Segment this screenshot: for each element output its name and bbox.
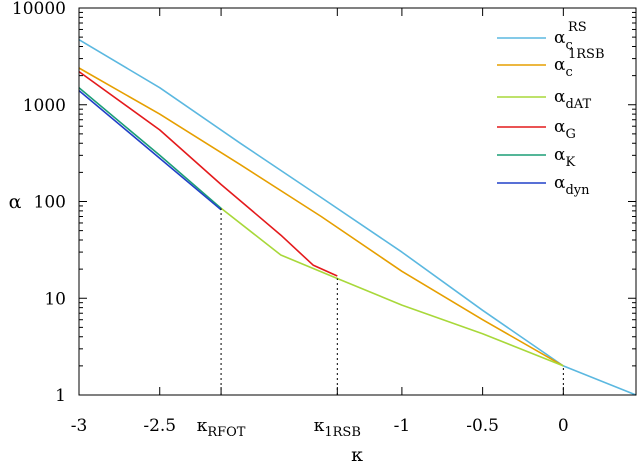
x-tick-label: κ1RSB <box>314 416 361 440</box>
plot-frame <box>78 7 637 396</box>
y-tick-label: 10 <box>44 289 66 309</box>
y-tick-label: 10000 <box>12 0 66 19</box>
series-line-c-1rsb <box>78 67 564 367</box>
x-tick-label: -3 <box>71 416 88 436</box>
x-tick-labels: -3 -2.5 κRFOT κ1RSB -1 -0.5 0 <box>71 416 569 440</box>
legend-entry-dyn: αdyn <box>554 173 590 198</box>
legend-entry-c-1rsb: αc <box>554 55 573 80</box>
series-line-dat <box>220 207 564 367</box>
series-line-dyn <box>78 89 222 211</box>
y-tick-label: 1 <box>55 386 66 406</box>
y-axis-title: α <box>9 191 22 213</box>
legend-entry-g: αG <box>554 117 576 142</box>
x-axis-title: κ <box>351 444 363 465</box>
x-tick-label: κRFOT <box>197 416 246 440</box>
legend-entry-dat: αdAT <box>554 87 591 112</box>
x-tick-label: -0.5 <box>466 416 499 436</box>
legend-superscript-1rsb: 1RSB <box>568 47 605 62</box>
legend-entry-c-rs: αc <box>554 28 573 53</box>
legend-entry-k: αK <box>554 145 575 170</box>
y-tick-labels: 1 10 100 1000 10000 <box>12 0 66 406</box>
y-tick-label: 100 <box>34 193 66 213</box>
x-tick-label: 0 <box>558 416 569 436</box>
vertical-markers <box>220 208 564 395</box>
axis-ticks <box>78 7 636 396</box>
plot-lines <box>78 39 637 396</box>
x-tick-label: -2.5 <box>143 416 176 436</box>
series-line-c-rs <box>78 39 637 396</box>
series-line-k <box>78 87 222 209</box>
legend-superscript-rs: RS <box>568 20 587 35</box>
series-line-g <box>78 70 338 277</box>
y-tick-label: 1000 <box>23 96 66 116</box>
x-tick-label: -1 <box>394 416 411 436</box>
